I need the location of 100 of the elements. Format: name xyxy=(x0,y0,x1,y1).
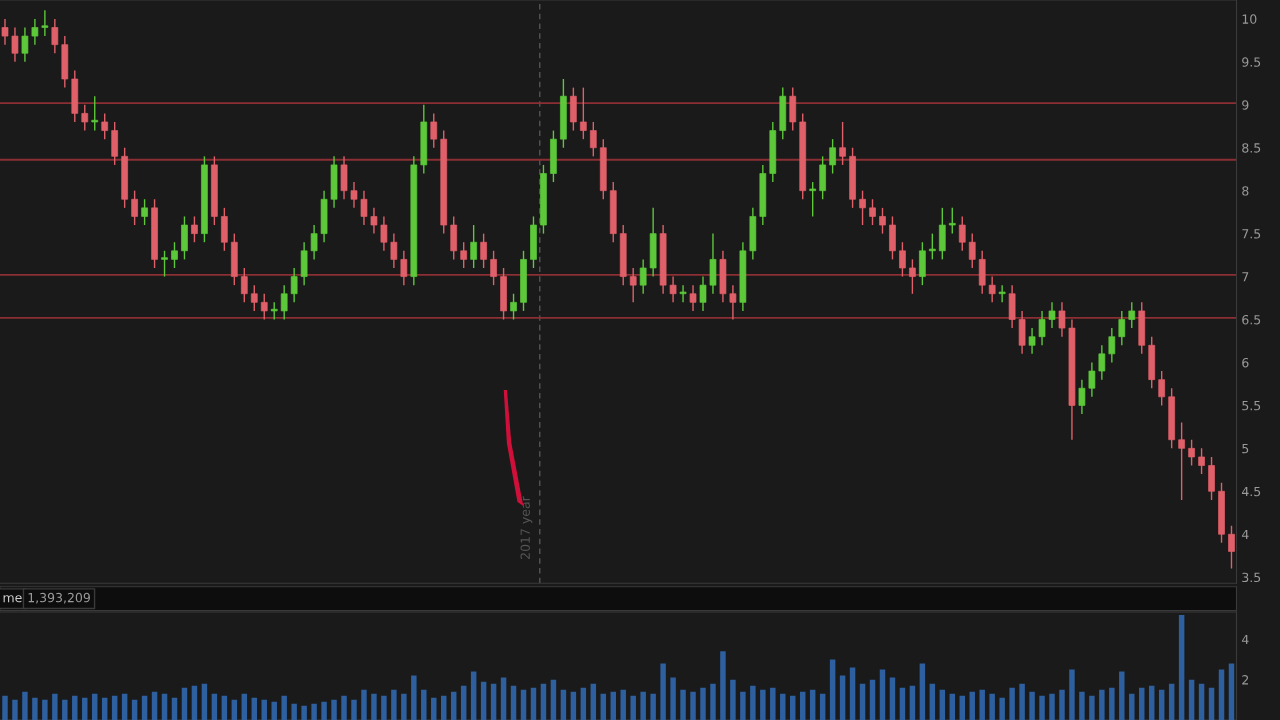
bar xyxy=(351,699,357,720)
bar xyxy=(690,691,696,720)
bar xyxy=(361,689,367,720)
bar xyxy=(1059,689,1065,720)
y-tick-label: 10 xyxy=(1242,14,1257,24)
candlestick xyxy=(589,121,597,158)
bar xyxy=(879,669,886,720)
bar xyxy=(809,689,816,720)
candlestick xyxy=(1118,310,1126,346)
candlestick xyxy=(470,224,477,269)
y-tick-label: 7.5 xyxy=(1242,229,1261,239)
candlestick xyxy=(141,198,148,226)
bar xyxy=(899,687,906,720)
bar xyxy=(1158,689,1165,720)
bar xyxy=(660,663,666,720)
bar xyxy=(151,691,158,720)
candlestick xyxy=(1198,447,1205,475)
candlestick xyxy=(968,232,976,269)
candlestick xyxy=(191,215,198,243)
bar xyxy=(949,693,956,720)
candlestick xyxy=(240,267,248,304)
bar xyxy=(919,663,926,720)
bar xyxy=(500,677,507,720)
candlestick xyxy=(669,275,677,304)
y-tick-label: 8.5 xyxy=(1242,143,1261,153)
bar xyxy=(311,703,317,720)
bar xyxy=(600,693,607,720)
bar xyxy=(1129,693,1135,720)
bar xyxy=(630,695,636,720)
candlestick xyxy=(909,258,916,295)
bar xyxy=(101,697,108,720)
bar xyxy=(1148,685,1155,720)
candlestick xyxy=(869,198,876,226)
y-tick-label: 6.5 xyxy=(1242,314,1261,325)
candlestick xyxy=(260,293,268,321)
bar xyxy=(580,687,587,720)
candlestick xyxy=(1178,421,1185,501)
bar xyxy=(181,687,188,720)
bar xyxy=(1228,663,1235,720)
annotation: 2017 year xyxy=(520,496,533,559)
bar xyxy=(431,697,437,720)
candlestick xyxy=(580,86,587,140)
text: me xyxy=(3,595,22,603)
bar xyxy=(42,699,48,720)
bar xyxy=(710,683,716,720)
y-tick-label: 4.5 xyxy=(1241,486,1261,497)
bar xyxy=(52,693,58,720)
bar xyxy=(760,689,766,720)
candlestick xyxy=(490,250,497,286)
bar xyxy=(72,695,78,720)
bar xyxy=(2,695,8,720)
bar xyxy=(231,699,238,720)
bar xyxy=(909,685,916,720)
bar xyxy=(241,693,248,720)
candlestick xyxy=(829,138,836,175)
candlestick xyxy=(1098,344,1106,381)
candlestick xyxy=(929,232,936,261)
bar xyxy=(849,667,856,720)
bar xyxy=(82,697,88,720)
candlestick xyxy=(290,267,298,304)
bar xyxy=(321,701,327,720)
candlestick xyxy=(81,104,89,132)
bar xyxy=(1218,669,1225,720)
bar xyxy=(301,705,307,720)
bar xyxy=(121,693,128,720)
candlestick xyxy=(51,18,59,54)
bar xyxy=(201,683,208,720)
candlestick xyxy=(400,250,408,286)
bar xyxy=(1069,669,1075,720)
bar xyxy=(889,677,896,720)
candlestick xyxy=(859,189,866,226)
bar xyxy=(839,675,846,720)
bar xyxy=(490,683,497,720)
candlestick xyxy=(679,284,687,304)
bar xyxy=(1079,691,1085,720)
candlestick xyxy=(310,224,318,261)
bar xyxy=(211,693,218,720)
candlestick xyxy=(689,284,697,312)
candlestick xyxy=(1058,301,1066,338)
bar xyxy=(570,691,577,720)
bar xyxy=(1099,689,1105,720)
bar xyxy=(530,687,537,720)
bar xyxy=(670,677,676,720)
candlestick xyxy=(1088,361,1096,398)
bar xyxy=(959,695,965,720)
bar xyxy=(540,683,547,720)
candlestick xyxy=(1038,310,1046,346)
bar xyxy=(740,691,746,720)
bar xyxy=(550,679,557,720)
bar xyxy=(251,697,258,720)
candlestick xyxy=(639,258,647,295)
bar xyxy=(969,691,975,720)
candlestick xyxy=(510,293,517,321)
y-tick-label: 2 xyxy=(1242,675,1249,685)
bar xyxy=(1089,695,1095,720)
candlestick xyxy=(370,207,378,235)
y-tick-label: 4 xyxy=(1241,634,1249,644)
bar xyxy=(1009,687,1015,720)
candlestick xyxy=(101,112,109,140)
bar xyxy=(720,651,726,720)
